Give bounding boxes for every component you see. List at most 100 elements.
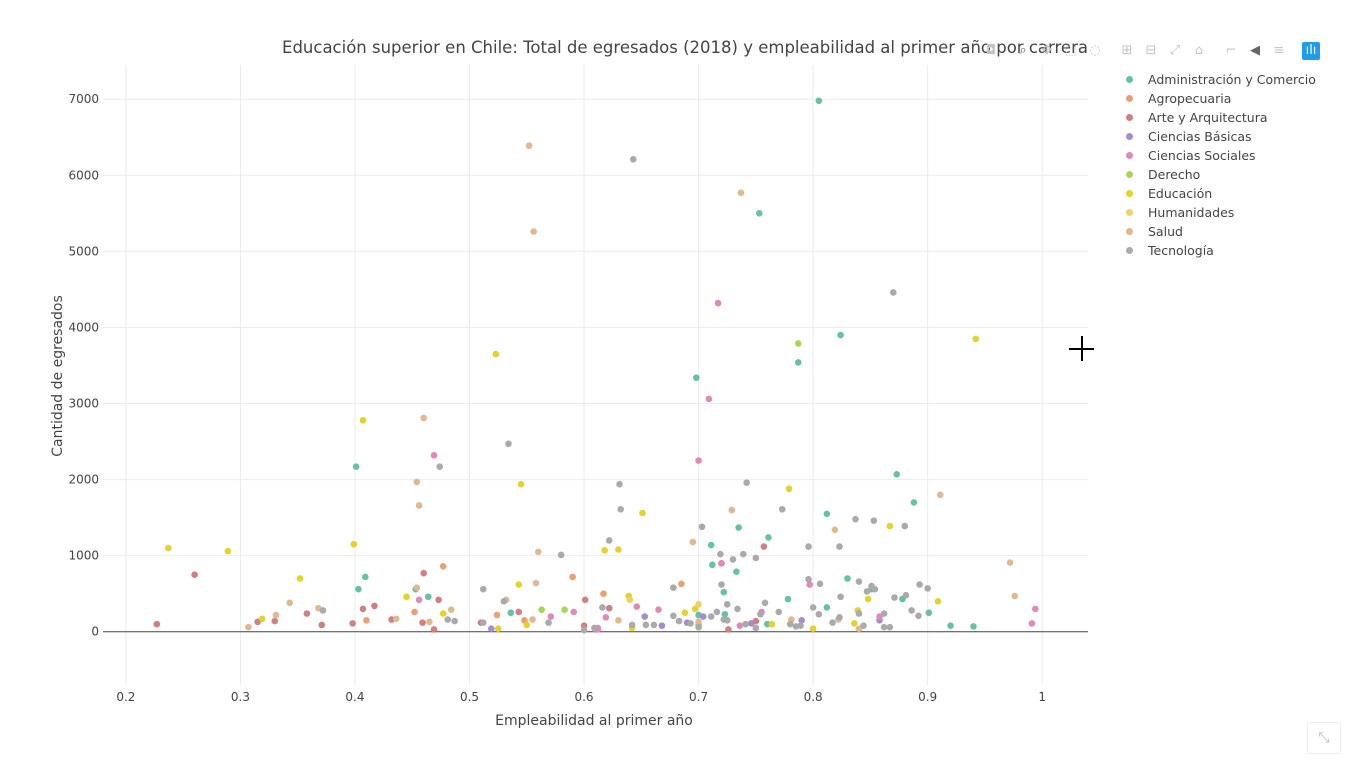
data-point[interactable] — [723, 601, 731, 608]
data-point[interactable] — [605, 604, 613, 612]
data-point[interactable] — [655, 606, 662, 613]
data-point[interactable] — [153, 620, 161, 628]
data-point[interactable] — [352, 463, 360, 470]
data-point[interactable] — [626, 596, 634, 604]
data-point[interactable] — [500, 598, 508, 605]
data-point[interactable] — [494, 625, 502, 633]
data-point[interactable] — [775, 608, 783, 616]
data-point[interactable] — [734, 605, 741, 613]
data-point[interactable] — [687, 620, 694, 627]
data-point[interactable] — [709, 561, 716, 569]
data-point[interactable] — [629, 156, 637, 163]
collapse-icon[interactable]: ⤡ — [1307, 722, 1341, 754]
data-point[interactable] — [805, 543, 812, 550]
data-point[interactable] — [605, 537, 613, 544]
data-point[interactable] — [650, 621, 658, 629]
data-point[interactable] — [720, 588, 728, 596]
data-point[interactable] — [761, 599, 769, 607]
data-point[interactable] — [891, 594, 898, 601]
legend-item[interactable]: Administración y Comercio — [1120, 70, 1316, 89]
data-point[interactable] — [600, 590, 607, 598]
data-point[interactable] — [934, 598, 942, 605]
data-point[interactable] — [736, 622, 744, 629]
data-point[interactable] — [868, 582, 875, 590]
data-point[interactable] — [569, 573, 576, 581]
data-point[interactable] — [794, 359, 802, 366]
legend-item[interactable]: Arte y Arquitectura — [1120, 108, 1316, 127]
data-point[interactable] — [798, 617, 805, 624]
hover-closest-icon[interactable]: ◀ — [1250, 43, 1260, 58]
data-point[interactable] — [639, 509, 646, 517]
data-point[interactable] — [870, 517, 878, 524]
data-point[interactable] — [515, 581, 523, 588]
data-point[interactable] — [915, 612, 922, 620]
data-point[interactable] — [319, 607, 327, 614]
data-point[interactable] — [517, 480, 525, 488]
data-point[interactable] — [479, 585, 487, 593]
data-point[interactable] — [426, 618, 433, 626]
data-point[interactable] — [743, 479, 750, 486]
data-point[interactable] — [615, 617, 622, 624]
data-point[interactable] — [245, 623, 252, 631]
data-point[interactable] — [713, 608, 721, 616]
data-point[interactable] — [591, 624, 598, 632]
data-point[interactable] — [451, 617, 458, 625]
data-point[interactable] — [785, 485, 793, 493]
data-point[interactable] — [580, 622, 588, 629]
data-point[interactable] — [303, 610, 311, 617]
data-point[interactable] — [752, 554, 760, 562]
data-point[interactable] — [691, 605, 699, 613]
data-point[interactable] — [641, 613, 649, 620]
data-point[interactable] — [413, 478, 421, 486]
data-point[interactable] — [430, 626, 438, 633]
data-point[interactable] — [844, 575, 851, 582]
data-point[interactable] — [534, 548, 542, 556]
data-point[interactable] — [1006, 559, 1014, 566]
data-point[interactable] — [880, 623, 888, 631]
data-point[interactable] — [532, 579, 540, 587]
data-point[interactable] — [860, 622, 867, 629]
data-point[interactable] — [936, 491, 944, 499]
zoom-in-icon[interactable]: ⊞ — [1121, 43, 1133, 58]
lasso-select-icon[interactable]: ◌ — [1089, 43, 1101, 58]
data-point[interactable] — [435, 596, 442, 604]
autoscale-icon[interactable]: ⤢ — [1169, 43, 1181, 58]
legend-item[interactable]: Ciencias Sociales — [1120, 146, 1316, 165]
data-point[interactable] — [424, 593, 432, 601]
data-point[interactable] — [547, 613, 555, 620]
data-point[interactable] — [707, 613, 715, 620]
data-point[interactable] — [601, 547, 608, 554]
data-point[interactable] — [286, 599, 293, 607]
data-point[interactable] — [893, 470, 901, 478]
data-point[interactable] — [359, 605, 367, 613]
data-point[interactable] — [675, 617, 683, 625]
data-point[interactable] — [633, 603, 641, 610]
data-point[interactable] — [970, 623, 977, 630]
data-point[interactable] — [581, 596, 589, 604]
data-point[interactable] — [439, 563, 447, 570]
data-point[interactable] — [1032, 605, 1039, 613]
data-point[interactable] — [191, 571, 198, 578]
spike-lines-icon[interactable]: ⌐ — [1225, 43, 1237, 58]
data-point[interactable] — [699, 613, 707, 620]
data-point[interactable] — [616, 480, 623, 488]
data-point[interactable] — [515, 608, 523, 616]
data-point[interactable] — [786, 620, 794, 628]
data-point[interactable] — [505, 440, 512, 448]
data-point[interactable] — [863, 588, 871, 595]
data-point[interactable] — [695, 623, 702, 631]
data-point[interactable] — [530, 228, 537, 235]
data-point[interactable] — [415, 502, 423, 509]
data-point[interactable] — [350, 540, 358, 548]
data-point[interactable] — [714, 299, 722, 307]
data-point[interactable] — [739, 550, 747, 558]
data-point[interactable] — [725, 626, 732, 633]
data-point[interactable] — [806, 581, 813, 588]
data-point[interactable] — [602, 613, 610, 621]
data-point[interactable] — [764, 620, 771, 628]
data-point[interactable] — [851, 620, 858, 627]
data-point[interactable] — [902, 591, 910, 599]
data-point[interactable] — [507, 609, 515, 617]
data-point[interactable] — [755, 210, 763, 217]
data-point[interactable] — [765, 534, 772, 541]
